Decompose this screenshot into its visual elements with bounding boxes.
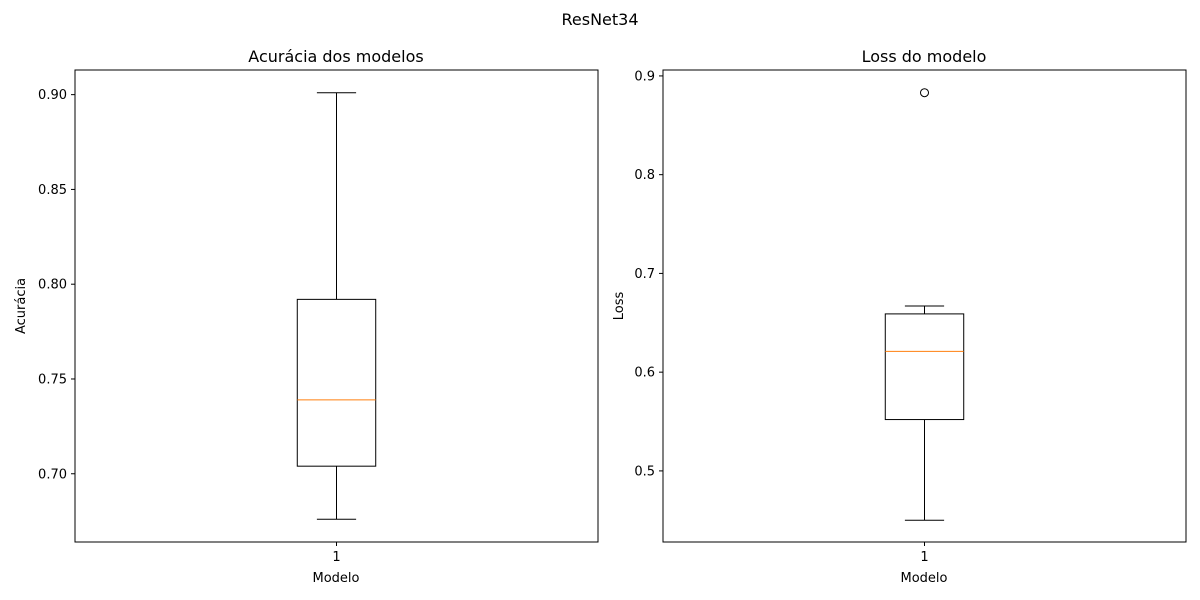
loss-x-tick-label: 1: [920, 550, 928, 565]
accuracy-y-tick-label: 0.85: [38, 183, 67, 198]
accuracy-subplot: Acurácia dos modelos Modelo Acurácia 0.7…: [14, 47, 599, 586]
loss-plot-title: Loss do modelo: [862, 47, 987, 66]
accuracy-x-axis-label: Modelo: [313, 571, 360, 586]
loss-y-tick-label: 0.8: [634, 168, 655, 183]
accuracy-y-tick-label: 0.80: [38, 278, 67, 293]
accuracy-y-tick-label: 0.70: [38, 467, 67, 482]
loss-outlier-point: [920, 88, 929, 98]
loss-y-tick-label: 0.6: [634, 366, 655, 381]
accuracy-plot-title: Acurácia dos modelos: [248, 47, 423, 66]
figure-suptitle: ResNet34: [561, 10, 638, 29]
loss-y-tick-label: 0.7: [634, 267, 655, 282]
loss-subplot: Loss do modelo Modelo Loss 0.5 0.6 0.7 0.8 0…: [612, 47, 1187, 586]
accuracy-y-tick-label: 0.90: [38, 88, 67, 103]
accuracy-box: [296, 298, 377, 467]
accuracy-y-axis-label: Acurácia: [14, 278, 29, 334]
loss-y-tick-label: 0.5: [634, 464, 655, 479]
loss-box: [884, 313, 965, 421]
loss-x-axis-label: Modelo: [901, 571, 948, 586]
loss-y-axis-label: Loss: [612, 292, 627, 321]
accuracy-x-tick-label: 1: [332, 550, 340, 565]
loss-y-tick-label: 0.9: [634, 69, 655, 84]
accuracy-y-tick-label: 0.75: [38, 372, 67, 387]
